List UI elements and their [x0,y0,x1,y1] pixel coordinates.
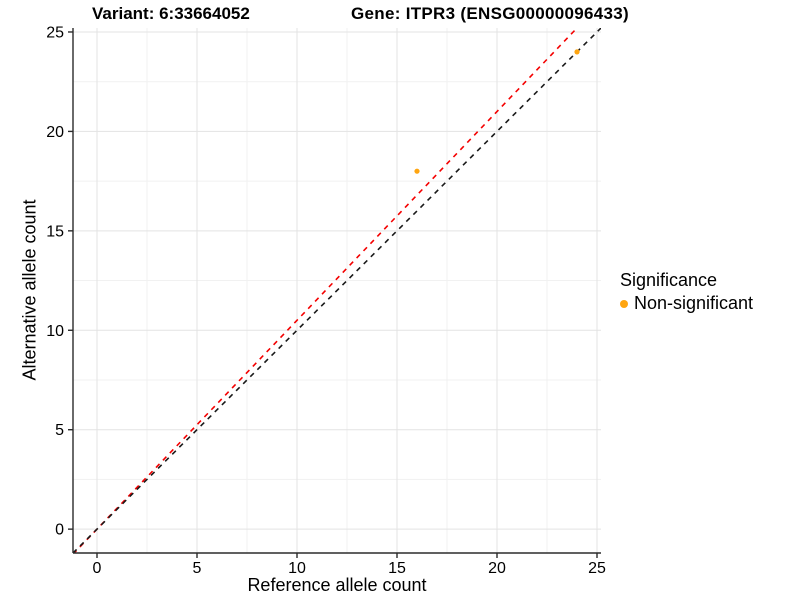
x-tick-label: 0 [93,560,102,577]
x-axis-title: Reference allele count [247,575,427,595]
reference-lines [73,28,601,553]
legend: Significance Non-significant [620,270,753,314]
x-tick-label: 20 [488,560,506,577]
y-tick-label: 0 [55,522,64,539]
x-tick-label: 15 [388,560,406,577]
legend-title: Significance [620,270,718,290]
gene-title: Gene: ITPR3 (ENSG00000096433) [351,4,630,23]
legend-item: Non-significant [620,293,753,314]
x-tick-label: 25 [588,560,606,577]
legend-point-icon [620,299,628,308]
y-tick-label: 5 [55,422,64,439]
x-tick-label: 5 [193,560,202,577]
y-tick-label: 20 [46,124,64,141]
legend-item-label: Non-significant [634,293,754,313]
y-tick-label: 25 [46,24,64,41]
y-tick-label: 15 [46,223,64,240]
fitted-ratio-line [73,28,579,553]
data-point [574,49,580,55]
x-tick-label: 10 [288,560,306,577]
variant-title: Variant: 6:33664052 [92,4,250,23]
y-axis-title: Alternative allele count [19,199,40,381]
data-point [414,168,420,174]
identity-line [73,28,601,553]
y-tick-label: 10 [46,323,64,340]
